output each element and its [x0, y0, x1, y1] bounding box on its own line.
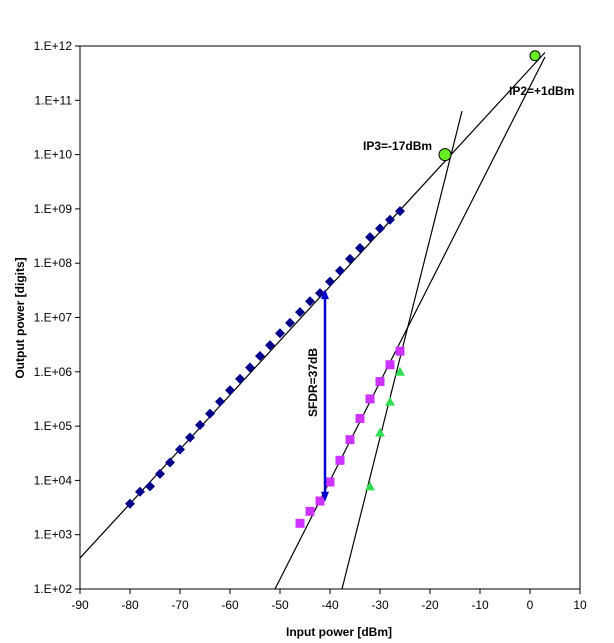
diamond-marker — [295, 307, 305, 318]
y-tick-label: 1.E+11 — [35, 93, 73, 107]
square-marker — [355, 413, 365, 423]
diamond-marker — [245, 362, 255, 373]
x-tick-label: -20 — [421, 598, 439, 612]
diamond-marker — [365, 232, 375, 243]
data-markers — [125, 206, 405, 528]
x-tick-label: -60 — [221, 598, 239, 612]
x-tick-label: -10 — [471, 598, 489, 612]
diamond-marker — [145, 481, 155, 492]
square-marker — [395, 346, 405, 356]
diamond-marker — [175, 444, 185, 455]
y-tick-label: 1.E+06 — [34, 365, 73, 379]
diamond-marker — [165, 457, 175, 468]
x-tick-label: -40 — [321, 598, 339, 612]
diamond-marker — [335, 265, 345, 276]
x-tick-label: 10 — [573, 598, 587, 612]
diamond-marker — [185, 432, 195, 443]
diamond-marker — [275, 328, 285, 339]
diamond-marker — [225, 385, 235, 396]
square-marker — [345, 435, 355, 445]
diamond-marker — [305, 296, 315, 307]
intercept-point — [529, 50, 541, 62]
y-tick-label: 1.E+12 — [34, 39, 73, 53]
diamond-marker — [395, 206, 405, 217]
diamond-marker — [135, 486, 145, 497]
intercept-points — [438, 50, 541, 162]
triangle-marker — [365, 481, 375, 491]
x-tick-label: -80 — [121, 598, 139, 612]
y-axis: 1.E+02 1.E+03 1.E+04 1.E+05 1.E+06 1.E+07 1.E+… — [34, 39, 80, 596]
ip3-annotation: IP3=-17dBm — [363, 139, 432, 153]
sfdr-arrow-head-bottom — [321, 491, 329, 502]
square-marker — [385, 360, 395, 370]
sfdr-arrow — [321, 289, 329, 502]
diamond-marker — [215, 396, 225, 407]
plot-area-frame — [79, 45, 581, 590]
fit-line-second-order — [274, 56, 546, 589]
sfdr-annotation: SFDR=37dB — [306, 348, 320, 417]
square-marker — [375, 377, 385, 387]
y-tick-label: 1.E+07 — [34, 311, 73, 325]
triangle-marker — [395, 366, 405, 376]
triangle-marker — [375, 427, 385, 437]
x-tick-label: -90 — [71, 598, 89, 612]
diamond-marker — [205, 408, 215, 419]
square-marker — [295, 518, 305, 528]
y-tick-label: 1.E+02 — [34, 582, 73, 596]
diamond-marker — [385, 214, 395, 225]
square-marker — [325, 477, 335, 487]
diamond-marker — [195, 420, 205, 431]
square-marker — [305, 506, 315, 516]
y-tick-label: 1.E+10 — [34, 148, 73, 162]
triangle-marker — [385, 396, 395, 406]
square-marker — [365, 394, 375, 404]
diamond-marker — [265, 340, 275, 351]
diamond-marker — [355, 242, 365, 253]
square-marker — [335, 455, 345, 465]
y-tick-label: 1.E+05 — [34, 419, 73, 433]
intercept-point — [438, 148, 452, 162]
y-tick-label: 1.E+08 — [34, 256, 73, 270]
diamond-marker — [255, 351, 265, 362]
ip2-annotation: IP2=+1dBm — [509, 84, 574, 98]
square-marker — [315, 496, 325, 506]
diamond-marker — [155, 468, 165, 479]
y-tick-label: 1.E+04 — [34, 473, 73, 487]
x-axis-title: Input power [dBm] — [286, 625, 392, 639]
x-tick-label: -30 — [371, 598, 389, 612]
diamond-marker — [375, 223, 385, 234]
y-axis-title: Output power [digits] — [13, 257, 27, 378]
y-tick-label: 1.E+09 — [34, 202, 73, 216]
diamond-marker — [235, 373, 245, 384]
diamond-marker — [345, 253, 355, 264]
x-tick-label: -50 — [271, 598, 289, 612]
diamond-marker — [285, 317, 295, 328]
y-tick-label: 1.E+03 — [34, 528, 73, 542]
x-tick-label: -70 — [171, 598, 189, 612]
x-tick-label: 0 — [527, 598, 534, 612]
sfdr-arrow-head-top — [321, 289, 329, 300]
diamond-marker — [325, 276, 335, 287]
diamond-marker — [125, 498, 135, 509]
x-axis: -90 -80 -70 -60 -50 -40 -30 -20 -10 0 10 — [71, 589, 587, 612]
